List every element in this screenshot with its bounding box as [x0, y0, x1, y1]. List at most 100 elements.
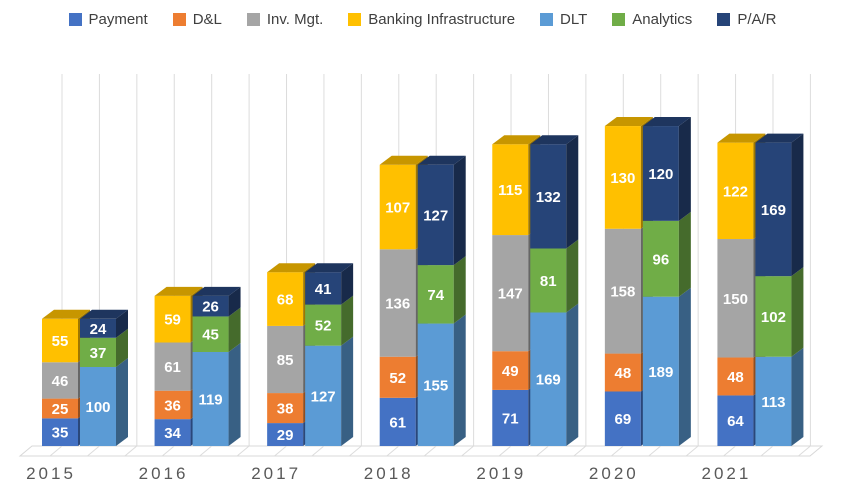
x-axis-label-2021: 2021 — [702, 464, 752, 483]
bar-segment-p-a-r — [80, 318, 116, 338]
bar-segment-dlt — [642, 296, 679, 446]
legend-label: Analytics — [632, 11, 693, 28]
bar-segment-payment — [379, 397, 416, 446]
bar-segment-analytics — [305, 304, 342, 346]
floor-tick — [573, 445, 587, 457]
x-axis-label-2020: 2020 — [589, 464, 639, 483]
chart-legend: Payment D&L Inv. Mgt. Banking Infrastructur… — [0, 11, 845, 28]
banking-infrastructure-swatch-icon — [348, 13, 362, 26]
bar-segment-dlt — [530, 312, 567, 446]
bar-segment-side-face — [678, 287, 691, 446]
legend-item-p-a-r: P/A/R — [717, 11, 777, 28]
bar-group-2017: 29 38 85 68 127 52 41 — [267, 263, 354, 446]
bar-value-label: 120 — [648, 166, 673, 183]
bar-value-label: 189 — [648, 364, 673, 381]
bar-segment-d-l — [42, 398, 78, 419]
bar-segment-d-l — [604, 353, 641, 392]
floor-tick — [798, 445, 811, 457]
legend-label: D&L — [192, 11, 222, 28]
chart-floor — [18, 445, 824, 457]
floor-tick — [610, 445, 624, 457]
bar-segment-p-a-r — [530, 144, 567, 249]
bar-value-label: 115 — [498, 182, 522, 199]
bar-value-label: 55 — [52, 333, 69, 350]
bar-segment-analytics — [642, 220, 679, 297]
floor-tick — [498, 445, 512, 457]
bar-value-label: 37 — [90, 345, 107, 362]
bar-segment-side-face — [453, 314, 466, 446]
floor-tick — [161, 445, 175, 457]
bar-group-2016: 34 36 61 59 119 45 26 — [154, 286, 241, 446]
bar-segment-dlt — [417, 323, 454, 446]
bar-value-label: 24 — [90, 321, 107, 338]
bar-segment-d-l — [267, 393, 304, 424]
bar-segment-inv-mgt — [379, 249, 416, 357]
bar-segment-analytics — [530, 248, 567, 313]
bar-segment-side-face — [678, 211, 691, 297]
bar-segment-side-face — [341, 263, 354, 305]
bar-segment-analytics — [755, 276, 792, 357]
bar-segment-side-face — [791, 347, 804, 446]
bar-top-face — [417, 155, 466, 165]
bar-segment-payment — [604, 391, 641, 446]
d-l-swatch-icon — [172, 13, 186, 26]
bar-segment-dlt — [192, 351, 229, 446]
bar-value-label: 122 — [723, 183, 748, 200]
bar-segment-side-face — [228, 307, 241, 352]
bar-group-2021: 64 48 150 122 113 102 169 — [717, 133, 804, 446]
bar-top-face — [42, 309, 90, 319]
bar-value-label: 107 — [385, 200, 410, 217]
bar-top-face — [717, 133, 766, 143]
floor-tick — [49, 445, 63, 457]
floor-tick — [236, 445, 250, 457]
bar-segment-p-a-r — [755, 142, 792, 277]
bar-value-label: 59 — [164, 312, 181, 329]
x-axis-label-2019: 2019 — [476, 464, 526, 483]
bar-value-label: 38 — [277, 401, 294, 418]
bar-segment-dlt — [755, 356, 792, 446]
bar-segment-banking-infrastructure — [154, 295, 191, 343]
bar-value-label: 49 — [502, 363, 519, 380]
bar-segment-side-face — [341, 336, 354, 446]
bar-segment-d-l — [492, 351, 529, 390]
legend-label: Payment — [88, 11, 148, 28]
bar-segment-inv-mgt — [717, 239, 754, 358]
bar-top-face — [755, 133, 804, 143]
bar-value-label: 127 — [423, 207, 448, 224]
bar-top-face — [604, 117, 653, 127]
legend-item-d-l: D&L — [172, 11, 222, 28]
bar-value-label: 61 — [389, 414, 406, 431]
x-axis-labels: 2015 2016 2017 2018 2019 2020 2021 — [26, 464, 752, 483]
bar-segment-side-face — [228, 342, 241, 446]
bar-value-label: 45 — [202, 327, 219, 344]
bar-value-label: 36 — [164, 397, 181, 414]
bar-value-label: 130 — [610, 170, 635, 187]
bar-segment-side-face — [341, 295, 354, 346]
bar-value-label: 147 — [498, 286, 523, 303]
bar-segment-side-face — [678, 117, 691, 221]
bar-segment-analytics — [417, 265, 454, 324]
bar-segment-dlt — [305, 345, 342, 446]
bar-segment-d-l — [379, 356, 416, 398]
x-axis-label-2018: 2018 — [364, 464, 414, 483]
bar-group-2019: 71 49 147 115 169 81 132 — [492, 135, 579, 446]
bar-value-label: 29 — [277, 427, 294, 444]
bar-top-face — [642, 117, 691, 127]
bar-value-label: 46 — [52, 373, 69, 390]
floor-tick — [311, 445, 325, 457]
legend-label: Inv. Mgt. — [266, 11, 324, 28]
x-axis-label-2016: 2016 — [139, 464, 189, 483]
bar-value-label: 64 — [727, 413, 744, 430]
bar-segment-inv-mgt — [492, 235, 529, 352]
bar-segment-dlt — [80, 367, 116, 446]
bar-value-label: 74 — [427, 287, 444, 304]
bar-segment-banking-infrastructure — [604, 126, 641, 229]
bar-segment-payment — [717, 395, 754, 446]
bar-group-2020: 69 48 158 130 189 96 120 — [604, 117, 691, 446]
bar-segment-inv-mgt — [42, 362, 78, 399]
bar-segment-p-a-r — [417, 164, 454, 266]
floor-tick — [461, 445, 474, 457]
legend-item-banking-infrastructure: Banking Infrastructure — [348, 11, 515, 28]
bar-value-label: 158 — [610, 284, 635, 301]
